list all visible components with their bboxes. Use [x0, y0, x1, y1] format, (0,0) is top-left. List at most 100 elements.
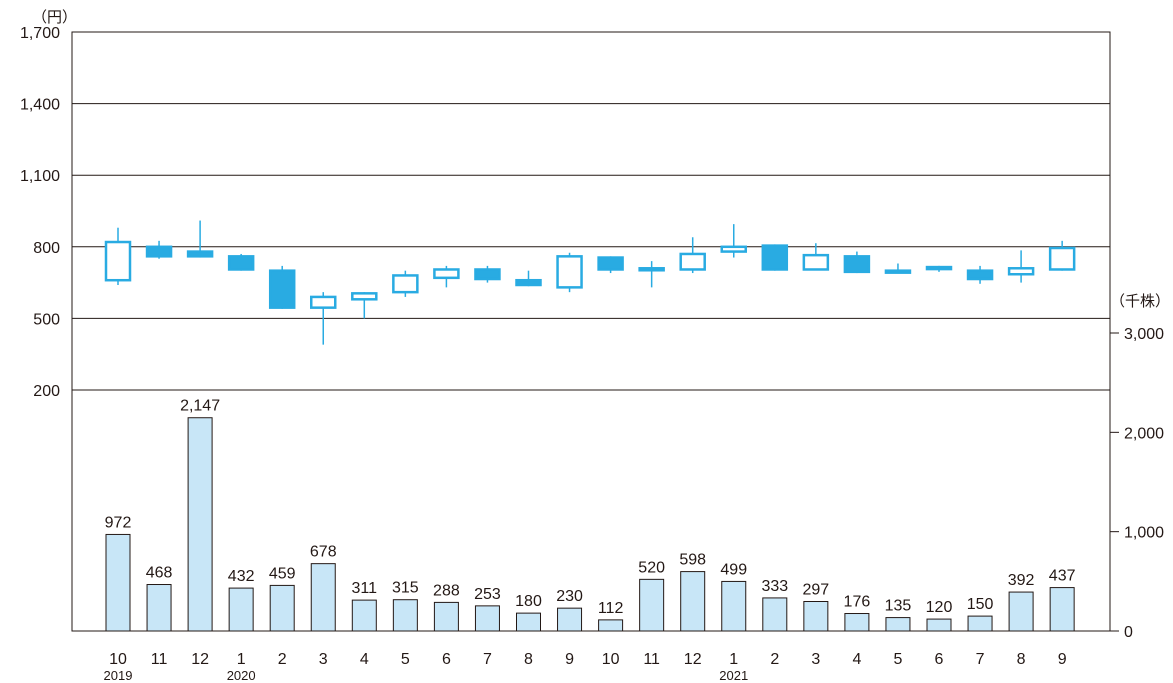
volume-bar	[885, 617, 911, 632]
volume-data-label: 2,147	[180, 398, 220, 415]
candle-body-down	[966, 269, 994, 281]
volume-bar	[721, 580, 747, 632]
volume-bar	[598, 619, 624, 632]
volume-data-label: 459	[269, 565, 296, 582]
year-label: 2020	[227, 668, 256, 683]
price-candles	[104, 220, 1076, 345]
month-label: 12	[684, 651, 702, 668]
candle-body-up	[1048, 246, 1076, 271]
volume-bar	[187, 417, 213, 632]
month-label: 3	[319, 651, 328, 668]
month-label: 12	[191, 651, 209, 668]
volume-bar	[392, 599, 418, 632]
volume-bar	[146, 584, 172, 632]
plot-frame	[71, 31, 1111, 632]
volume-data-label: 315	[392, 580, 419, 597]
volume-bar	[310, 563, 336, 632]
volume-axis: 3,000 2,000 1,000 0	[1110, 326, 1164, 641]
year-label: 2021	[719, 668, 748, 683]
candle-body-up	[433, 268, 460, 280]
price-tick-label: 1,100	[20, 168, 60, 185]
month-label: 3	[811, 651, 820, 668]
volume-data-label: 297	[802, 581, 829, 598]
month-label: 9	[565, 651, 574, 668]
volume-data-label: 150	[967, 596, 994, 613]
candle-body-down	[268, 269, 296, 309]
volume-tick-label: 3,000	[1124, 326, 1164, 343]
volume-bar	[557, 607, 583, 632]
price-tick-label: 500	[33, 311, 60, 328]
month-label: 10	[109, 651, 127, 668]
candle-body-down	[474, 268, 501, 281]
month-label: 4	[360, 651, 369, 668]
month-label: 4	[852, 651, 861, 668]
volume-data-label: 520	[638, 559, 665, 576]
candle-body-up	[679, 252, 706, 271]
volume-tick-label: 1,000	[1124, 525, 1164, 542]
month-label: 8	[1017, 651, 1026, 668]
volume-data-label: 333	[761, 578, 788, 595]
volume-data-label: 598	[679, 552, 706, 569]
volume-tick-label: 0	[1124, 624, 1133, 641]
volume-bar	[1049, 587, 1075, 632]
month-label: 6	[935, 651, 944, 668]
volume-data-label: 432	[228, 568, 255, 585]
candle-body-up	[392, 274, 419, 294]
candle-body-down	[843, 255, 871, 274]
volume-bar	[967, 615, 993, 632]
volume-data-label: 253	[474, 586, 501, 603]
volume-data-label: 437	[1049, 568, 1076, 585]
volume-data-label: 972	[105, 514, 132, 531]
candle-body-down	[227, 255, 255, 271]
volume-bar	[474, 605, 500, 632]
volume-data-label: 311	[352, 580, 378, 597]
month-label: 5	[401, 651, 410, 668]
volume-tick-label: 2,000	[1124, 425, 1164, 442]
volume-bar	[844, 613, 870, 632]
volume-bar	[639, 578, 665, 632]
year-label: 2019	[104, 668, 133, 683]
candle-body-up	[310, 295, 337, 309]
volume-data-label: 112	[598, 600, 624, 617]
volume-bar	[351, 599, 377, 632]
candle-body-down	[761, 244, 789, 271]
month-label: 11	[151, 651, 168, 668]
candle-body-up	[556, 255, 583, 289]
candle-body-up	[720, 245, 747, 253]
volume-bar	[803, 600, 829, 632]
month-label: 2	[770, 651, 779, 668]
month-label: 2	[278, 651, 287, 668]
price-tick-label: 200	[33, 383, 60, 400]
candle-body-down	[515, 278, 542, 287]
price-gridlines	[72, 103, 1110, 391]
candle-body-up	[925, 265, 953, 271]
volume-data-label: 468	[146, 565, 173, 582]
volume-data-label: 392	[1008, 572, 1035, 589]
price-unit-label: （円）	[32, 9, 77, 26]
volume-data-label: 678	[310, 544, 337, 561]
month-label: 5	[893, 651, 902, 668]
volume-bars: 972 468 2,147 432 459 678 311 315 288 253 180 230 11…	[105, 398, 1076, 632]
price-axis: 1,700 1,400 1,100 800 500 200	[20, 25, 60, 400]
price-tick-label: 1,700	[20, 25, 60, 42]
month-label: 7	[976, 651, 985, 668]
volume-bar	[269, 584, 295, 632]
volume-bar	[228, 587, 254, 632]
month-label: 7	[483, 651, 492, 668]
volume-bar	[105, 533, 131, 632]
month-label: 8	[524, 651, 533, 668]
candle-body-up	[1007, 267, 1035, 276]
month-label: 9	[1058, 651, 1067, 668]
candle-body-up	[351, 292, 378, 301]
volume-data-label: 180	[515, 593, 542, 610]
volume-bar	[516, 612, 541, 632]
candle-body-down	[597, 256, 624, 271]
volume-data-label: 120	[926, 599, 953, 616]
candle-body-up	[638, 267, 665, 272]
volume-bar	[680, 571, 706, 632]
volume-bar	[1008, 591, 1034, 632]
volume-data-label: 135	[885, 598, 912, 615]
candle-body-down	[884, 269, 912, 274]
volume-unit-label: （千株）	[1110, 293, 1170, 310]
